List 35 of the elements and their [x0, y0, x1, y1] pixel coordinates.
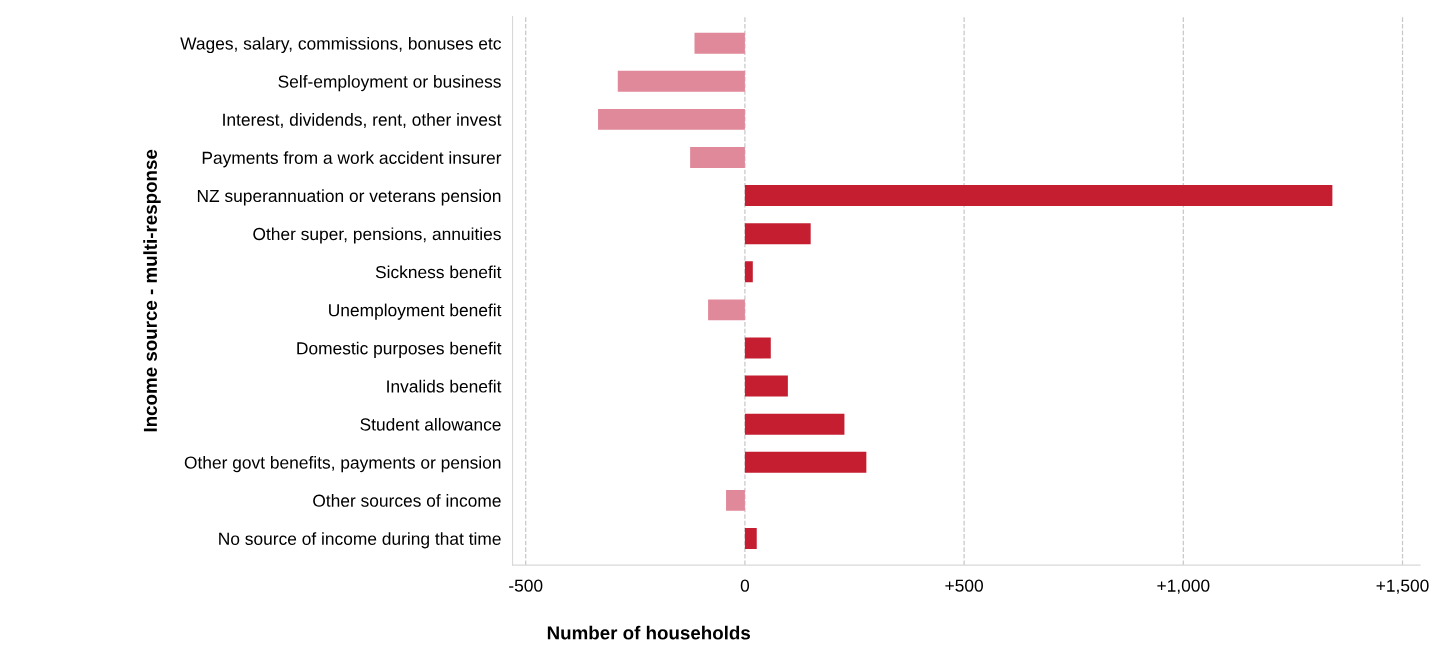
bar — [744, 261, 753, 283]
bar — [744, 375, 788, 397]
y-tick-label: Payments from a work accident insurer — [202, 151, 502, 168]
y-tick-label: Student allowance — [360, 417, 501, 431]
bar — [744, 413, 845, 435]
y-tick-label: Domestic purposes benefit — [297, 341, 502, 358]
bar — [744, 337, 771, 359]
y-tick-label: Sickness benefit — [375, 265, 502, 279]
y-axis-title: Income source - multi-response — [143, 149, 161, 432]
bar — [690, 147, 745, 168]
bar — [694, 32, 745, 54]
x-tick-label: -500 — [509, 579, 543, 592]
y-tick-label: Wages, salary, commissions, bonuses etc — [180, 36, 501, 54]
bar — [744, 528, 757, 549]
y-tick-label: Unemployment benefit — [329, 303, 502, 320]
bar — [744, 451, 867, 473]
y-tick-label: No source of income during that time — [219, 532, 501, 549]
bar — [598, 108, 745, 130]
x-tick-label: +1,000 — [1157, 579, 1210, 594]
bar — [726, 489, 745, 511]
y-tick-label: Self-employment or business — [278, 75, 501, 92]
y-tick-label: Other govt benefits, payments or pension — [184, 456, 501, 473]
bar — [708, 299, 745, 321]
bar — [744, 185, 1333, 207]
bar — [744, 223, 811, 245]
y-tick-label: Interest, dividends, rent, other invest — [223, 113, 502, 128]
x-tick-label: +500 — [945, 579, 983, 592]
y-tick-label: NZ superannuation or veterans pension — [197, 189, 501, 206]
x-tick-label: 0 — [740, 579, 750, 592]
y-tick-label: Invalids benefit — [387, 379, 502, 393]
bar — [617, 70, 745, 92]
y-tick-label: Other super, pensions, annuities — [253, 227, 501, 244]
y-tick-label: Other sources of income — [313, 494, 501, 507]
x-axis-title: Number of households — [547, 625, 751, 640]
x-tick-label: +1,500 — [1376, 579, 1429, 594]
